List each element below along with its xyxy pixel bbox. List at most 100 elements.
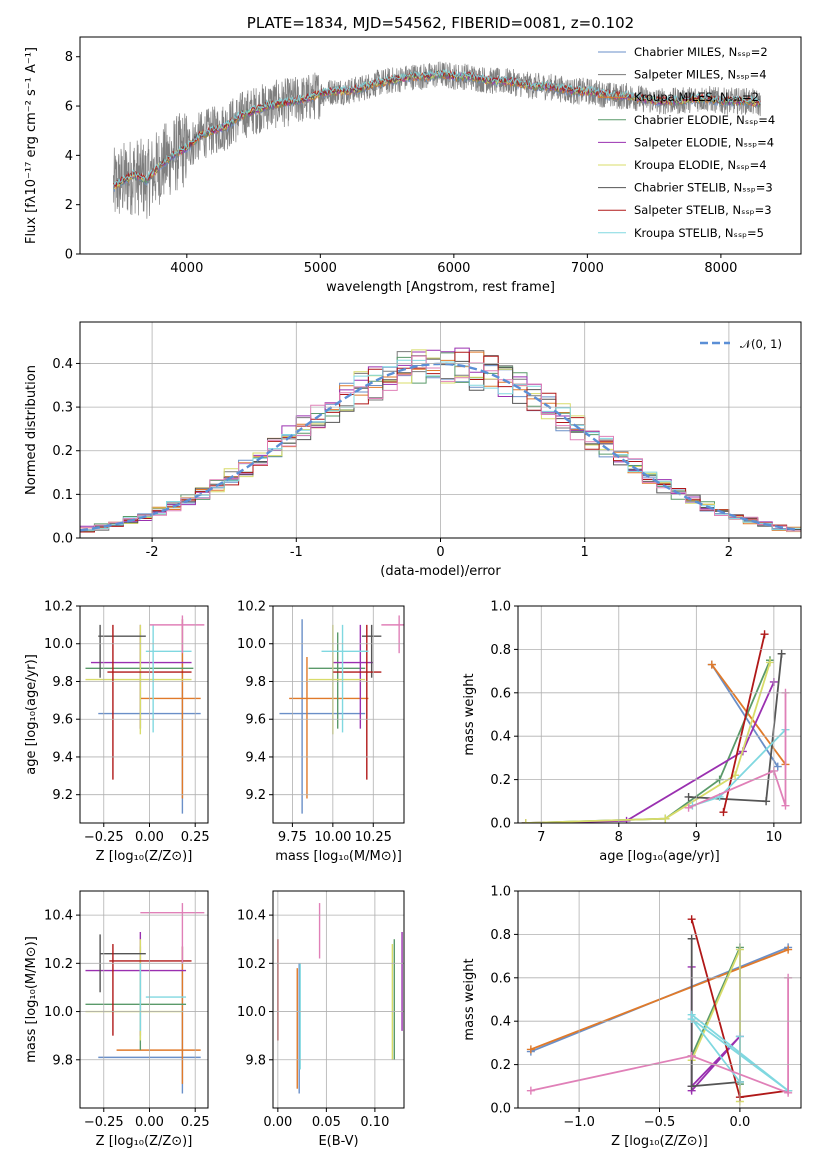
mass_vs_Z-y-tick-label: 10.0 <box>44 1005 73 1020</box>
residuals-x-tick-label: 2 <box>725 545 733 560</box>
legend-entry: Chabrier STELIB, Nₛₛₚ=3 <box>634 181 773 195</box>
mass-weight-marker <box>687 1051 696 1060</box>
spectrum-y-tick-label: 6 <box>65 100 73 115</box>
mass-weight-marker <box>784 1088 793 1097</box>
residuals-x-tick-label: 0 <box>436 545 444 560</box>
spectrum-y-tick-label: 0 <box>65 248 73 263</box>
spectrum-x-tick-label: 7000 <box>571 261 604 276</box>
mass_weight_vs_age-y-tick-label: 0.6 <box>490 686 511 701</box>
residuals-y-tick-label: 0.4 <box>52 357 73 372</box>
age_vs_Z-plot-area <box>85 615 205 814</box>
mass_vs_Z-y-tick-label: 9.8 <box>52 1053 73 1068</box>
spectrum-x-tick-label: 8000 <box>704 261 737 276</box>
mass_weight_vs_age-y-axis-label: mass weight <box>462 673 477 755</box>
age_vs_mass-axes: 9.75 10.00 10.25 9.2 9.4 9.6 9.8 10.0 10.2 mass [… <box>237 600 405 864</box>
mass-weight-marker <box>661 814 670 823</box>
legend-entry: Chabrier MILES, Nₛₛₚ=2 <box>634 45 768 59</box>
mass_weight_vs_age-y-tick-label: 0.2 <box>490 773 511 788</box>
mass_weight_vs_Z-frame <box>517 890 802 1109</box>
mass-weight-series <box>722 633 766 813</box>
mass_weight_vs_age-plot-area <box>521 630 790 823</box>
mass_vs_EBV-y-tick-label: 10.2 <box>237 957 266 972</box>
mass_weight_vs_Z-x-tick-label: 0.0 <box>730 1115 751 1130</box>
mass_weight_vs_Z-y-tick-label: 0.4 <box>490 1015 511 1030</box>
mass_weight_vs_age-frame <box>517 605 802 824</box>
mass_weight_vs_Z-y-tick-label: 0.0 <box>490 1102 511 1117</box>
mass-weight-marker <box>684 803 693 812</box>
spectrum-frame <box>79 36 802 255</box>
mass_weight_vs_age-y-tick-label: 1.0 <box>490 600 511 615</box>
age_vs_mass-plot-area <box>279 615 404 814</box>
age_vs_mass-x-tick-label: 10.00 <box>314 830 351 845</box>
age_vs_mass-y-tick-label: 10.2 <box>237 600 266 615</box>
mass_weight_vs_age-y-tick-label: 0.0 <box>490 817 511 832</box>
spectrum-plot-area <box>112 61 762 219</box>
age_vs_Z-x-tick-label: 0.25 <box>181 830 210 845</box>
legend-entry: Salpeter ELODIE, Nₛₛₚ=4 <box>634 135 774 149</box>
residuals-y-tick-label: 0.3 <box>52 401 73 416</box>
spectrum-x-tick-label: 6000 <box>437 261 470 276</box>
mass_weight_vs_age-x-tick-label: 8 <box>615 830 623 845</box>
age_vs_mass-x-axis-label: mass [log₁₀(M/M⊙)] <box>275 849 402 864</box>
age_vs_mass-y-tick-label: 9.4 <box>245 750 266 765</box>
mass_vs_Z-y-tick-label: 10.4 <box>44 909 73 924</box>
chart-title: PLATE=1834, MJD=54562, FIBERID=0081, z=0… <box>247 14 634 32</box>
mass_weight_vs_age-x-tick-label: 10 <box>766 830 783 845</box>
mass_weight_vs_Z-x-tick-label: −0.5 <box>644 1115 676 1130</box>
spectrum-y-tick-label: 2 <box>65 198 73 213</box>
age_vs_mass-x-tick-label: 10.25 <box>355 830 392 845</box>
residuals-x-axis-label: (data-model)/error <box>380 564 501 579</box>
age_vs_mass-y-tick-label: 9.6 <box>245 713 266 728</box>
age_vs_mass-y-tick-label: 9.8 <box>245 675 266 690</box>
mass_weight_vs_age-x-axis-label: age [log₁₀(age/yr)] <box>599 849 720 864</box>
mass-weight-marker <box>687 1082 696 1091</box>
mass_weight_vs_age-axes: 7 8 9 10 0.0 0.2 0.4 0.6 0.8 1.0 age [log₁₀(age/yr… <box>462 600 802 864</box>
mass-weight-marker <box>784 945 793 954</box>
mass_weight_vs_Z-y-axis-label: mass weight <box>462 958 477 1040</box>
mass-weight-marker <box>687 1015 696 1024</box>
mass_vs_EBV-x-axis-label: E(B-V) <box>318 1134 358 1149</box>
age_vs_Z-y-tick-label: 9.2 <box>52 788 73 803</box>
mass_vs_Z-plot-area <box>85 903 205 1094</box>
mass-weight-marker <box>760 630 769 639</box>
age_vs_Z-y-axis-label: age [log₁₀(age/yr)] <box>24 654 39 775</box>
mass_weight_vs_Z-y-tick-label: 1.0 <box>490 885 511 900</box>
mass-weight-marker <box>526 1045 535 1054</box>
residuals-x-tick-label: -2 <box>146 545 159 560</box>
mass_vs_EBV-plot-area <box>277 903 403 1094</box>
age_vs_mass-x-tick-label: 9.75 <box>278 830 307 845</box>
age_vs_Z-y-tick-label: 10.0 <box>44 637 73 652</box>
mass-weight-marker <box>777 649 786 658</box>
mass_vs_EBV-x-tick-label: 0.00 <box>263 1115 292 1130</box>
legend-entry: 𝒩(0, 1) <box>740 337 782 351</box>
spectrum-x-axis-label: wavelength [Angstrom, rest frame] <box>326 280 555 295</box>
mass-weight-marker <box>707 660 716 669</box>
residuals-frame <box>79 321 802 539</box>
mass_weight_vs_Z-y-tick-label: 0.8 <box>490 928 511 943</box>
age_vs_mass-frame <box>272 605 405 824</box>
spectrum-x-tick-label: 4000 <box>170 261 203 276</box>
mass_weight_vs_Z-y-tick-label: 0.6 <box>490 971 511 986</box>
mass_weight_vs_Z-x-tick-label: −1.0 <box>563 1115 595 1130</box>
residuals-axes: -2 -1 0 1 2 0.0 0.1 0.2 0.3 0.4 (data-model)/error… <box>24 321 802 579</box>
model-spectrum-8 <box>112 68 761 187</box>
mass_weight_vs_age-x-tick-label: 7 <box>537 830 545 845</box>
spectrum-y-axis-label: Flux [fλ10⁻¹⁷ erg cm⁻² s⁻¹ A⁻¹] <box>24 47 39 244</box>
mass_vs_Z-x-axis-label: Z [log₁₀(Z/Z⊙)] <box>96 1134 193 1149</box>
mass_vs_EBV-y-tick-label: 10.0 <box>237 1005 266 1020</box>
mass_vs_EBV-y-tick-label: 10.4 <box>237 909 266 924</box>
mass_vs_EBV-axes: 0.00 0.05 0.10 9.8 10.0 10.2 10.4 E(B-V) <box>237 890 405 1149</box>
mass-weight-marker <box>765 658 774 667</box>
mass_vs_EBV-x-tick-label: 0.05 <box>312 1115 341 1130</box>
mass_vs_EBV-frame <box>272 890 405 1109</box>
spectrum-x-tick-label: 5000 <box>304 261 337 276</box>
residuals-y-tick-label: 0.2 <box>52 444 73 459</box>
age_vs_Z-y-tick-label: 9.8 <box>52 675 73 690</box>
legend-entry: Salpeter MILES, Nₛₛₚ=4 <box>634 68 767 82</box>
mass_weight_vs_Z-x-axis-label: Z [log₁₀(Z/Z⊙)] <box>611 1134 708 1149</box>
residuals-y-tick-label: 0.0 <box>52 532 73 547</box>
age_vs_Z-x-axis-label: Z [log₁₀(Z/Z⊙)] <box>96 849 193 864</box>
residuals-x-tick-label: -1 <box>290 545 303 560</box>
mass_weight_vs_age-x-tick-label: 9 <box>692 830 700 845</box>
